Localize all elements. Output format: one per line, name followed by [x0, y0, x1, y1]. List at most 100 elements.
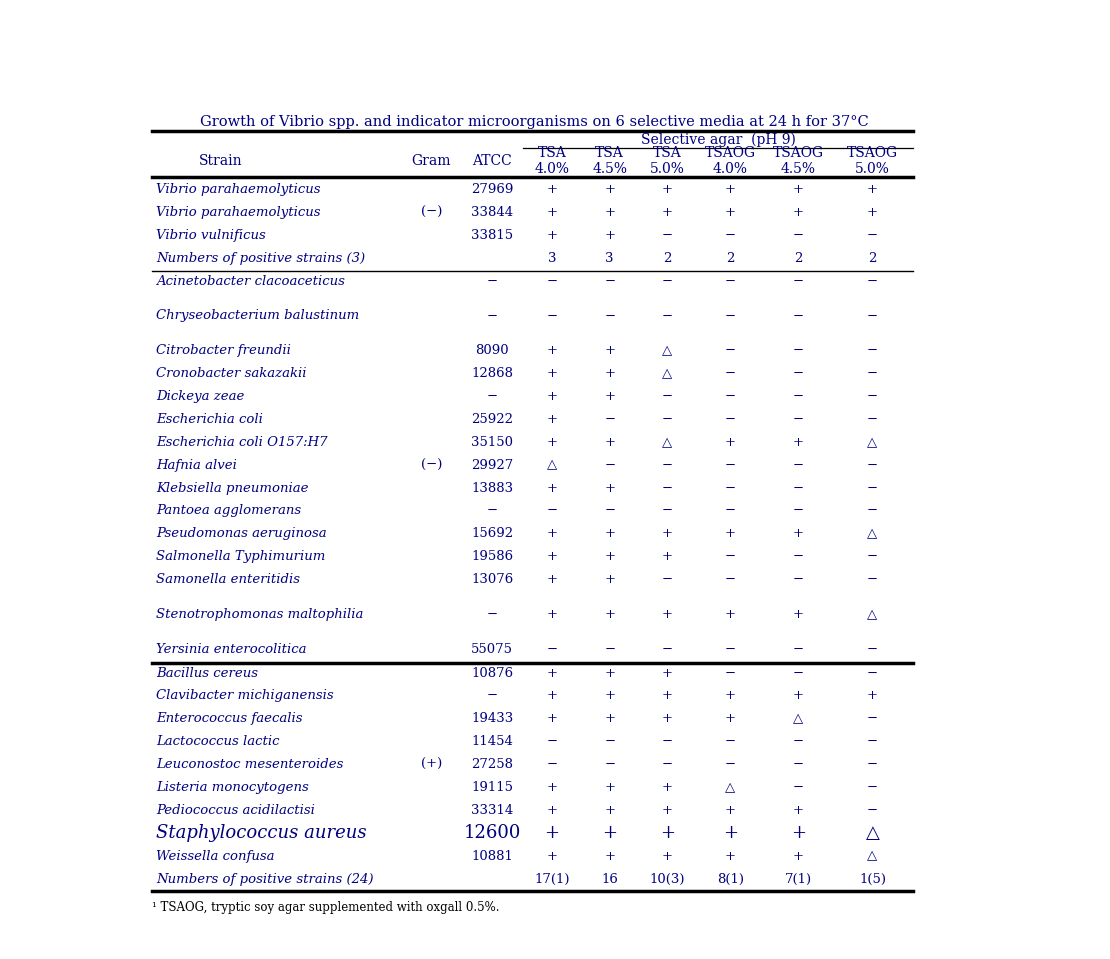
Text: △: △	[725, 781, 735, 794]
Text: −: −	[725, 573, 736, 586]
Text: 29927: 29927	[471, 458, 514, 472]
Text: −: −	[604, 736, 615, 748]
Text: 35150: 35150	[472, 435, 513, 449]
Text: +: +	[793, 850, 804, 863]
Text: −: −	[662, 573, 673, 586]
Text: −: −	[867, 458, 878, 472]
Text: ¹ TSAOG, tryptic soy agar supplemented with oxgall 0.5%.: ¹ TSAOG, tryptic soy agar supplemented w…	[152, 901, 500, 914]
Text: 3: 3	[605, 252, 614, 265]
Text: −: −	[546, 310, 557, 322]
Text: +: +	[604, 527, 615, 540]
Text: +: +	[604, 667, 615, 680]
Text: −: −	[725, 344, 736, 357]
Text: △: △	[547, 458, 557, 472]
Text: 12868: 12868	[472, 367, 513, 380]
Text: △: △	[793, 713, 804, 725]
Text: Stenotrophomonas maltophilia: Stenotrophomonas maltophilia	[155, 608, 363, 620]
Text: Leuconostoc mesenteroides: Leuconostoc mesenteroides	[155, 759, 343, 771]
Text: +: +	[604, 481, 615, 495]
Text: +: +	[546, 413, 557, 426]
Text: +: +	[604, 713, 615, 725]
Text: −: −	[604, 413, 615, 426]
Text: −: −	[487, 310, 498, 322]
Text: −: −	[662, 759, 673, 771]
Text: Chryseobacterium balustinum: Chryseobacterium balustinum	[155, 310, 360, 322]
Text: +: +	[662, 781, 673, 794]
Text: TSA
4.5%: TSA 4.5%	[593, 146, 627, 175]
Text: +: +	[545, 825, 559, 842]
Text: +: +	[604, 850, 615, 863]
Text: +: +	[725, 527, 736, 540]
Text: −: −	[662, 736, 673, 748]
Text: −: −	[793, 413, 804, 426]
Text: +: +	[546, 713, 557, 725]
Text: 7(1): 7(1)	[785, 873, 811, 885]
Text: +: +	[546, 667, 557, 680]
Text: +: +	[867, 206, 878, 219]
Text: +: +	[659, 825, 675, 842]
Text: 8(1): 8(1)	[717, 873, 744, 885]
Text: −: −	[662, 390, 673, 403]
Text: 33314: 33314	[471, 804, 514, 817]
Text: +: +	[725, 435, 736, 449]
Text: 27969: 27969	[471, 183, 514, 197]
Text: Staphylococcus aureus: Staphylococcus aureus	[155, 825, 366, 842]
Text: −: −	[867, 713, 878, 725]
Text: +: +	[546, 206, 557, 219]
Text: △: △	[867, 527, 878, 540]
Text: −: −	[725, 310, 736, 322]
Text: +: +	[546, 435, 557, 449]
Text: −: −	[725, 736, 736, 748]
Text: +: +	[662, 608, 673, 620]
Text: Bacillus cereus: Bacillus cereus	[155, 667, 258, 680]
Text: Cronobacter sakazakii: Cronobacter sakazakii	[155, 367, 306, 380]
Text: Acinetobacter clacoaceticus: Acinetobacter clacoaceticus	[155, 275, 345, 288]
Text: 3: 3	[548, 252, 556, 265]
Text: +: +	[604, 608, 615, 620]
Text: −: −	[867, 390, 878, 403]
Text: Escherichia coli: Escherichia coli	[155, 413, 263, 426]
Text: Pediococcus acidilactisi: Pediococcus acidilactisi	[155, 804, 315, 817]
Text: −: −	[546, 504, 557, 518]
Text: +: +	[725, 608, 736, 620]
Text: 8090: 8090	[475, 344, 509, 357]
Text: −: −	[725, 275, 736, 288]
Text: Weissella confusa: Weissella confusa	[155, 850, 274, 863]
Text: −: −	[867, 504, 878, 518]
Text: +: +	[725, 804, 736, 817]
Text: 10881: 10881	[472, 850, 513, 863]
Text: −: −	[867, 643, 878, 656]
Text: +: +	[546, 344, 557, 357]
Text: Strain: Strain	[199, 153, 242, 168]
Text: (+): (+)	[421, 759, 442, 771]
Text: 33815: 33815	[472, 229, 514, 242]
Text: +: +	[546, 850, 557, 863]
Text: −: −	[793, 229, 804, 242]
Text: −: −	[793, 390, 804, 403]
Text: −: −	[662, 643, 673, 656]
Text: (−): (−)	[421, 206, 442, 219]
Text: −: −	[546, 643, 557, 656]
Text: +: +	[546, 367, 557, 380]
Text: −: −	[867, 344, 878, 357]
Text: −: −	[546, 736, 557, 748]
Text: +: +	[793, 183, 804, 197]
Text: +: +	[604, 573, 615, 586]
Text: △: △	[663, 435, 673, 449]
Text: −: −	[725, 229, 736, 242]
Text: +: +	[662, 667, 673, 680]
Text: 10876: 10876	[472, 667, 514, 680]
Text: +: +	[725, 206, 736, 219]
Text: −: −	[793, 504, 804, 518]
Text: −: −	[867, 550, 878, 563]
Text: +: +	[603, 825, 617, 842]
Text: −: −	[662, 310, 673, 322]
Text: +: +	[662, 527, 673, 540]
Text: Citrobacter freundii: Citrobacter freundii	[155, 344, 291, 357]
Text: 2: 2	[794, 252, 803, 265]
Text: −: −	[725, 667, 736, 680]
Text: −: −	[604, 759, 615, 771]
Text: +: +	[604, 435, 615, 449]
Text: −: −	[604, 310, 615, 322]
Text: +: +	[790, 825, 806, 842]
